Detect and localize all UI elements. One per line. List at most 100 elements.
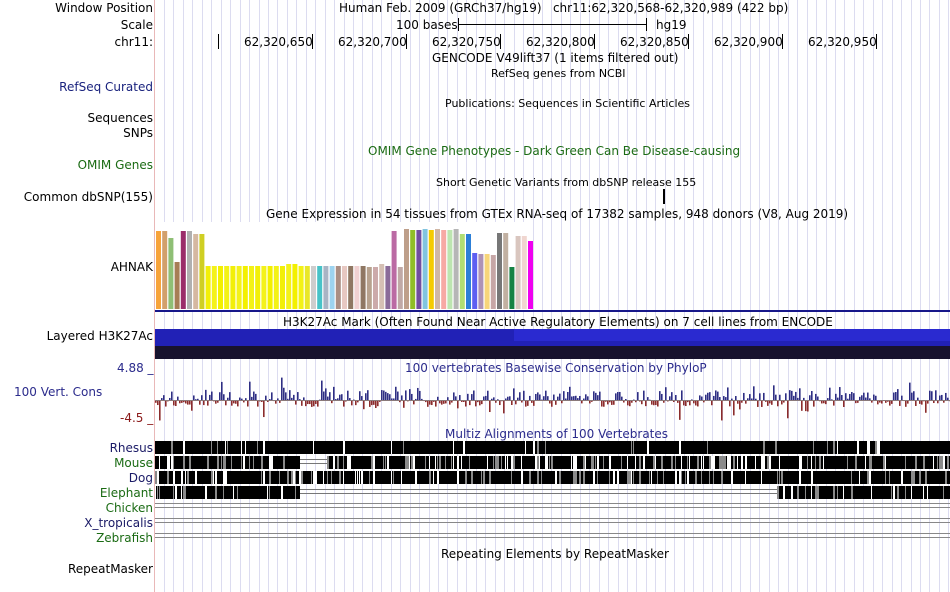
multiz-species-mouse[interactable]: Mouse [114,456,153,470]
multiz-species-chicken[interactable]: Chicken [105,501,153,515]
multiz-mismatch [511,471,512,484]
gtex-tissue-bar[interactable] [428,230,434,309]
refseq-label[interactable]: RefSeq Curated [59,80,153,94]
gtex-tissue-bar[interactable] [329,266,335,309]
gtex-tissue-bar[interactable] [447,230,453,309]
gtex-tissue-bar[interactable] [168,238,174,309]
gtex-tissue-bar[interactable] [218,266,223,309]
dbsnp-label[interactable]: Common dbSNP(155) [23,190,153,204]
gtex-tissue-bar[interactable] [180,231,186,309]
gtex-tissue-bar[interactable] [292,264,298,309]
conservation-label[interactable]: 100 Vert. Cons [14,385,103,399]
gtex-tissue-bar[interactable] [497,233,502,309]
multiz-species-zebrafish[interactable]: Zebrafish [96,531,153,545]
gtex-tissue-bar[interactable] [335,266,341,309]
conservation-score-bar [775,394,777,400]
gtex-tissue-bar[interactable] [230,266,236,309]
gtex-tissue-bar[interactable] [360,266,366,309]
gtex-tissue-bar[interactable] [366,267,372,309]
gtex-tissue-bar[interactable] [342,266,347,309]
multiz-species-dog[interactable]: Dog [128,471,153,485]
gtex-tissue-bar[interactable] [280,266,285,309]
gtex-tissue-bar[interactable] [224,266,230,309]
gtex-tissue-bar[interactable] [273,266,279,309]
publications-label-snps[interactable]: SNPs [123,126,153,140]
multiz-mismatch [847,456,848,469]
gtex-tissue-bar[interactable] [490,255,496,309]
conservation-score-bar [241,398,243,400]
gtex-tissue-bar[interactable] [397,267,403,309]
multiz-mismatch [327,456,329,469]
multiz-mismatch [723,456,725,469]
gtex-tissue-bar[interactable] [509,267,515,309]
gtex-tissue-bar[interactable] [317,266,323,309]
conservation-score-bar [799,388,801,400]
gtex-tissue-bar[interactable] [466,234,471,309]
conservation-score-bar [783,401,785,403]
gtex-tissue-bar[interactable] [187,231,192,309]
gtex-tissue-bar[interactable] [323,266,329,309]
gtex-tissue-bar[interactable] [416,230,422,309]
h3k27ac-label[interactable]: Layered H3K27Ac [46,329,153,343]
gtex-tissue-bar[interactable] [503,233,509,309]
gtex-tissue-bar[interactable] [379,264,385,309]
gtex-tissue-bar[interactable] [441,230,447,309]
gtex-tissue-bar[interactable] [404,229,409,309]
gtex-tissue-bar[interactable] [199,234,205,309]
gtex-tissue-bar[interactable] [385,266,391,309]
gtex-tissue-bar[interactable] [286,264,292,309]
gtex-tissue-bar[interactable] [521,236,527,309]
multiz-alignment-blocks[interactable] [155,440,950,545]
gtex-tissue-bar[interactable] [373,267,378,309]
gtex-tissue-bar[interactable] [193,234,199,309]
gtex-tissue-bar[interactable] [236,266,242,309]
dbsnp-variant-mark[interactable] [663,189,665,204]
gtex-bar-chart[interactable] [155,222,535,310]
gtex-tissue-bar[interactable] [484,254,490,309]
gtex-tissue-bar[interactable] [255,266,261,309]
multiz-mismatch [511,456,513,469]
gtex-tissue-bar[interactable] [156,231,161,309]
gtex-tissue-bar[interactable] [422,229,428,309]
gtex-tissue-bar[interactable] [472,253,478,309]
gtex-tissue-bar[interactable] [162,231,168,309]
gridline [551,0,552,592]
gtex-tissue-bar[interactable] [249,266,254,309]
multiz-mismatch [573,456,575,469]
gtex-tissue-bar[interactable] [304,266,310,309]
gtex-tissue-bar[interactable] [242,266,248,309]
omim-label[interactable]: OMIM Genes [77,158,153,172]
gtex-tissue-bar[interactable] [354,266,360,309]
multiz-species-rhesus[interactable]: Rhesus [109,441,153,455]
multiz-mismatch [783,486,785,499]
multiz-mismatch [183,486,185,499]
gtex-tissue-bar[interactable] [515,236,521,309]
gtex-tissue-bar[interactable] [174,262,180,309]
gtex-tissue-bar[interactable] [453,229,459,309]
gtex-tissue-bar[interactable] [528,241,533,309]
gtex-tissue-bar[interactable] [391,231,397,309]
gtex-tissue-bar[interactable] [311,266,316,309]
gtex-gene-label[interactable]: AHNAK [110,260,153,274]
conservation-score-bar [223,394,225,400]
repeatmasker-label[interactable]: RepeatMasker [67,562,153,576]
conservation-score-bar [671,392,673,400]
gtex-tissue-bar[interactable] [267,266,273,309]
publications-label-sequences[interactable]: Sequences [87,111,153,125]
gtex-tissue-bar[interactable] [410,230,416,309]
gridline [618,0,619,592]
gtex-tissue-bar[interactable] [348,266,354,309]
gtex-tissue-bar[interactable] [298,266,304,309]
gtex-tissue-bar[interactable] [205,266,211,309]
gtex-tissue-bar[interactable] [478,254,484,309]
gtex-tissue-bar[interactable] [435,229,440,309]
conservation-wiggle[interactable] [155,374,950,426]
multiz-species-elephant[interactable]: Elephant [99,486,153,500]
gridline [759,0,760,592]
gencode-title[interactable]: GENCODE V49lift37 (1 items filtered out) [432,51,679,65]
multiz-species-x-tropicalis[interactable]: X_tropicalis [84,516,153,530]
gtex-tissue-bar[interactable] [261,266,267,309]
gtex-tissue-bar[interactable] [459,234,465,309]
multiz-mismatch [697,456,699,469]
gtex-tissue-bar[interactable] [211,266,217,309]
